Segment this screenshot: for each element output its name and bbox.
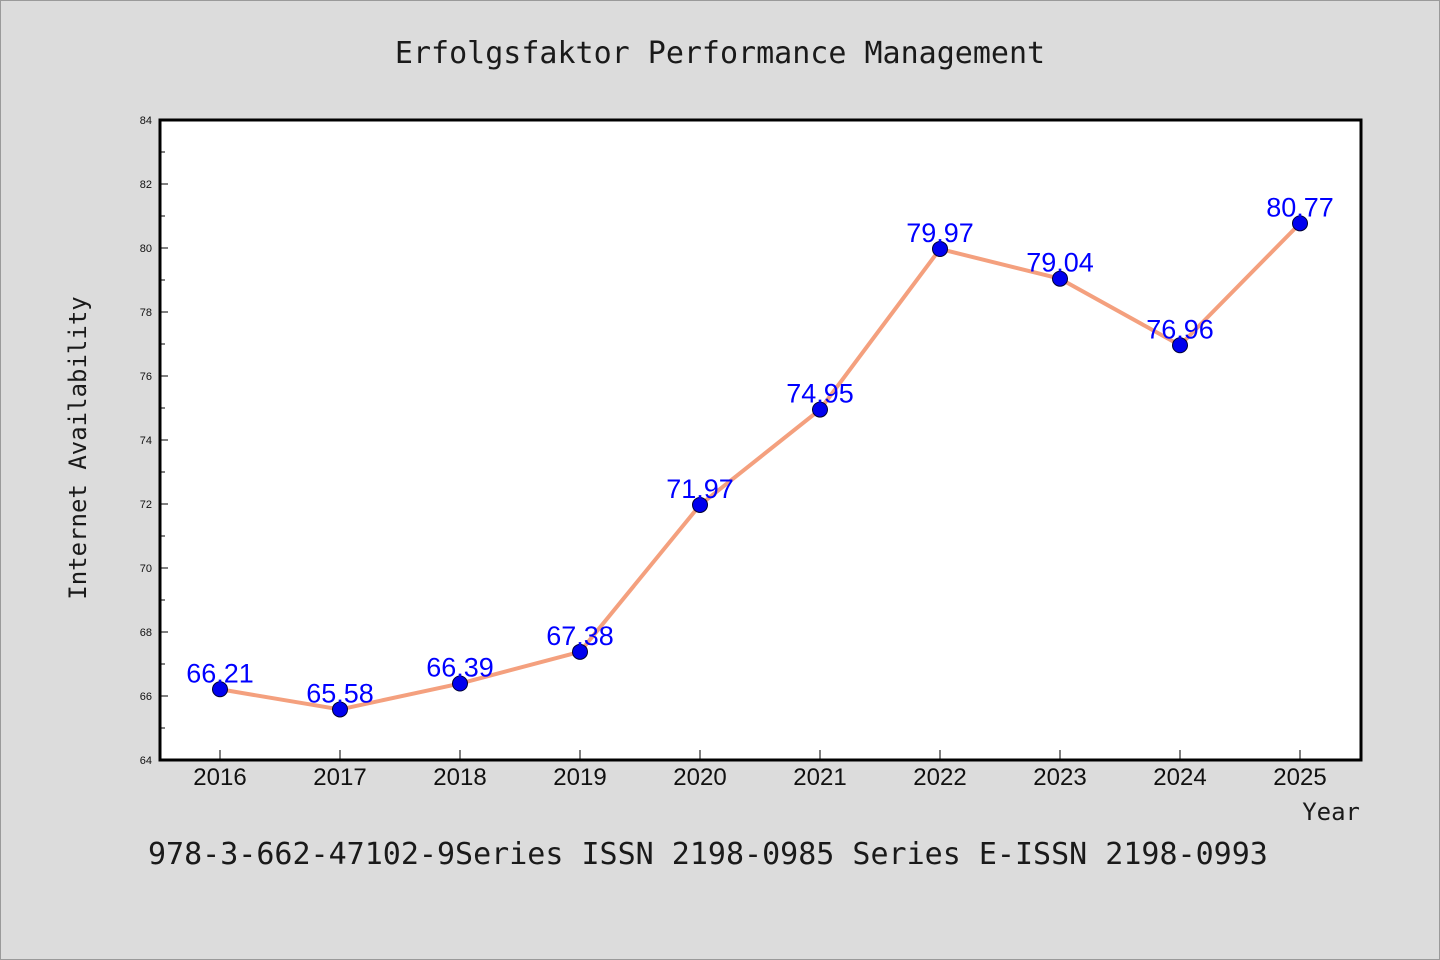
y-axis-label: Internet Availability (64, 296, 92, 599)
x-tick-label: 2020 (673, 764, 726, 791)
data-point-marker (1292, 215, 1308, 232)
data-point-label: 71.97 (666, 474, 734, 504)
y-tick-label: 82 (140, 179, 152, 191)
plot-area (158, 118, 1363, 762)
data-point-marker (812, 401, 828, 418)
data-point-label: 74.95 (786, 379, 854, 409)
data-point-marker (1052, 270, 1068, 287)
y-tick-label: 76 (140, 371, 152, 383)
y-tick-label: 72 (140, 499, 152, 511)
data-point-label: 65.58 (306, 678, 374, 708)
y-axis: 64 66 68 70 72 74 76 78 80 82 84 (140, 115, 168, 767)
x-tick-label: 2025 (1273, 764, 1326, 791)
x-tick-label: 2023 (1033, 764, 1086, 791)
data-point-label: 79.97 (906, 218, 974, 248)
footer-isbn-text: 978-3-662-47102-9Series ISSN 2198-0985 S… (148, 837, 1268, 872)
x-tick-label: 2019 (553, 764, 606, 791)
y-tick-label: 80 (140, 243, 152, 255)
series-line (218, 221, 1302, 712)
data-point-label: 79.04 (1026, 248, 1094, 278)
data-point-label: 66.21 (186, 658, 254, 688)
y-tick-label: 66 (140, 691, 152, 703)
data-point-marker (692, 496, 708, 513)
data-point-marker (1172, 337, 1188, 354)
data-point-marker (452, 675, 468, 692)
y-tick-label: 68 (140, 627, 152, 639)
x-tick-label: 2021 (793, 764, 846, 791)
x-tick-label: 2017 (313, 764, 366, 791)
x-tick-label: 2024 (1153, 764, 1206, 791)
y-tick-label: 74 (140, 435, 152, 447)
x-tick-label: 2016 (193, 764, 246, 791)
x-axis: 2016 2017 2018 2019 2020 2021 2022 2023 2024 2025 (193, 750, 1327, 791)
x-tick-label: 2022 (913, 764, 966, 791)
series-layer: 66.21 65.58 66.39 67.38 71.97 74.95 79.97 79.04… (186, 192, 1334, 718)
data-point-marker (572, 643, 588, 660)
y-tick-label: 84 (140, 115, 152, 127)
y-tick-label: 70 (140, 563, 152, 575)
data-point-label: 76.96 (1146, 314, 1214, 344)
data-point-marker (932, 240, 948, 257)
data-point-label: 66.39 (426, 653, 494, 683)
data-point-label: 67.38 (546, 621, 614, 651)
y-tick-label: 64 (140, 755, 152, 767)
data-point-label: 80.77 (1266, 192, 1334, 222)
chart-title: Erfolgsfaktor Performance Management (395, 36, 1045, 71)
data-point-marker (332, 701, 348, 718)
data-point-marker (212, 681, 228, 698)
x-axis-label: Year (1302, 798, 1360, 826)
y-tick-label: 78 (140, 307, 152, 319)
x-tick-label: 2018 (433, 764, 486, 791)
